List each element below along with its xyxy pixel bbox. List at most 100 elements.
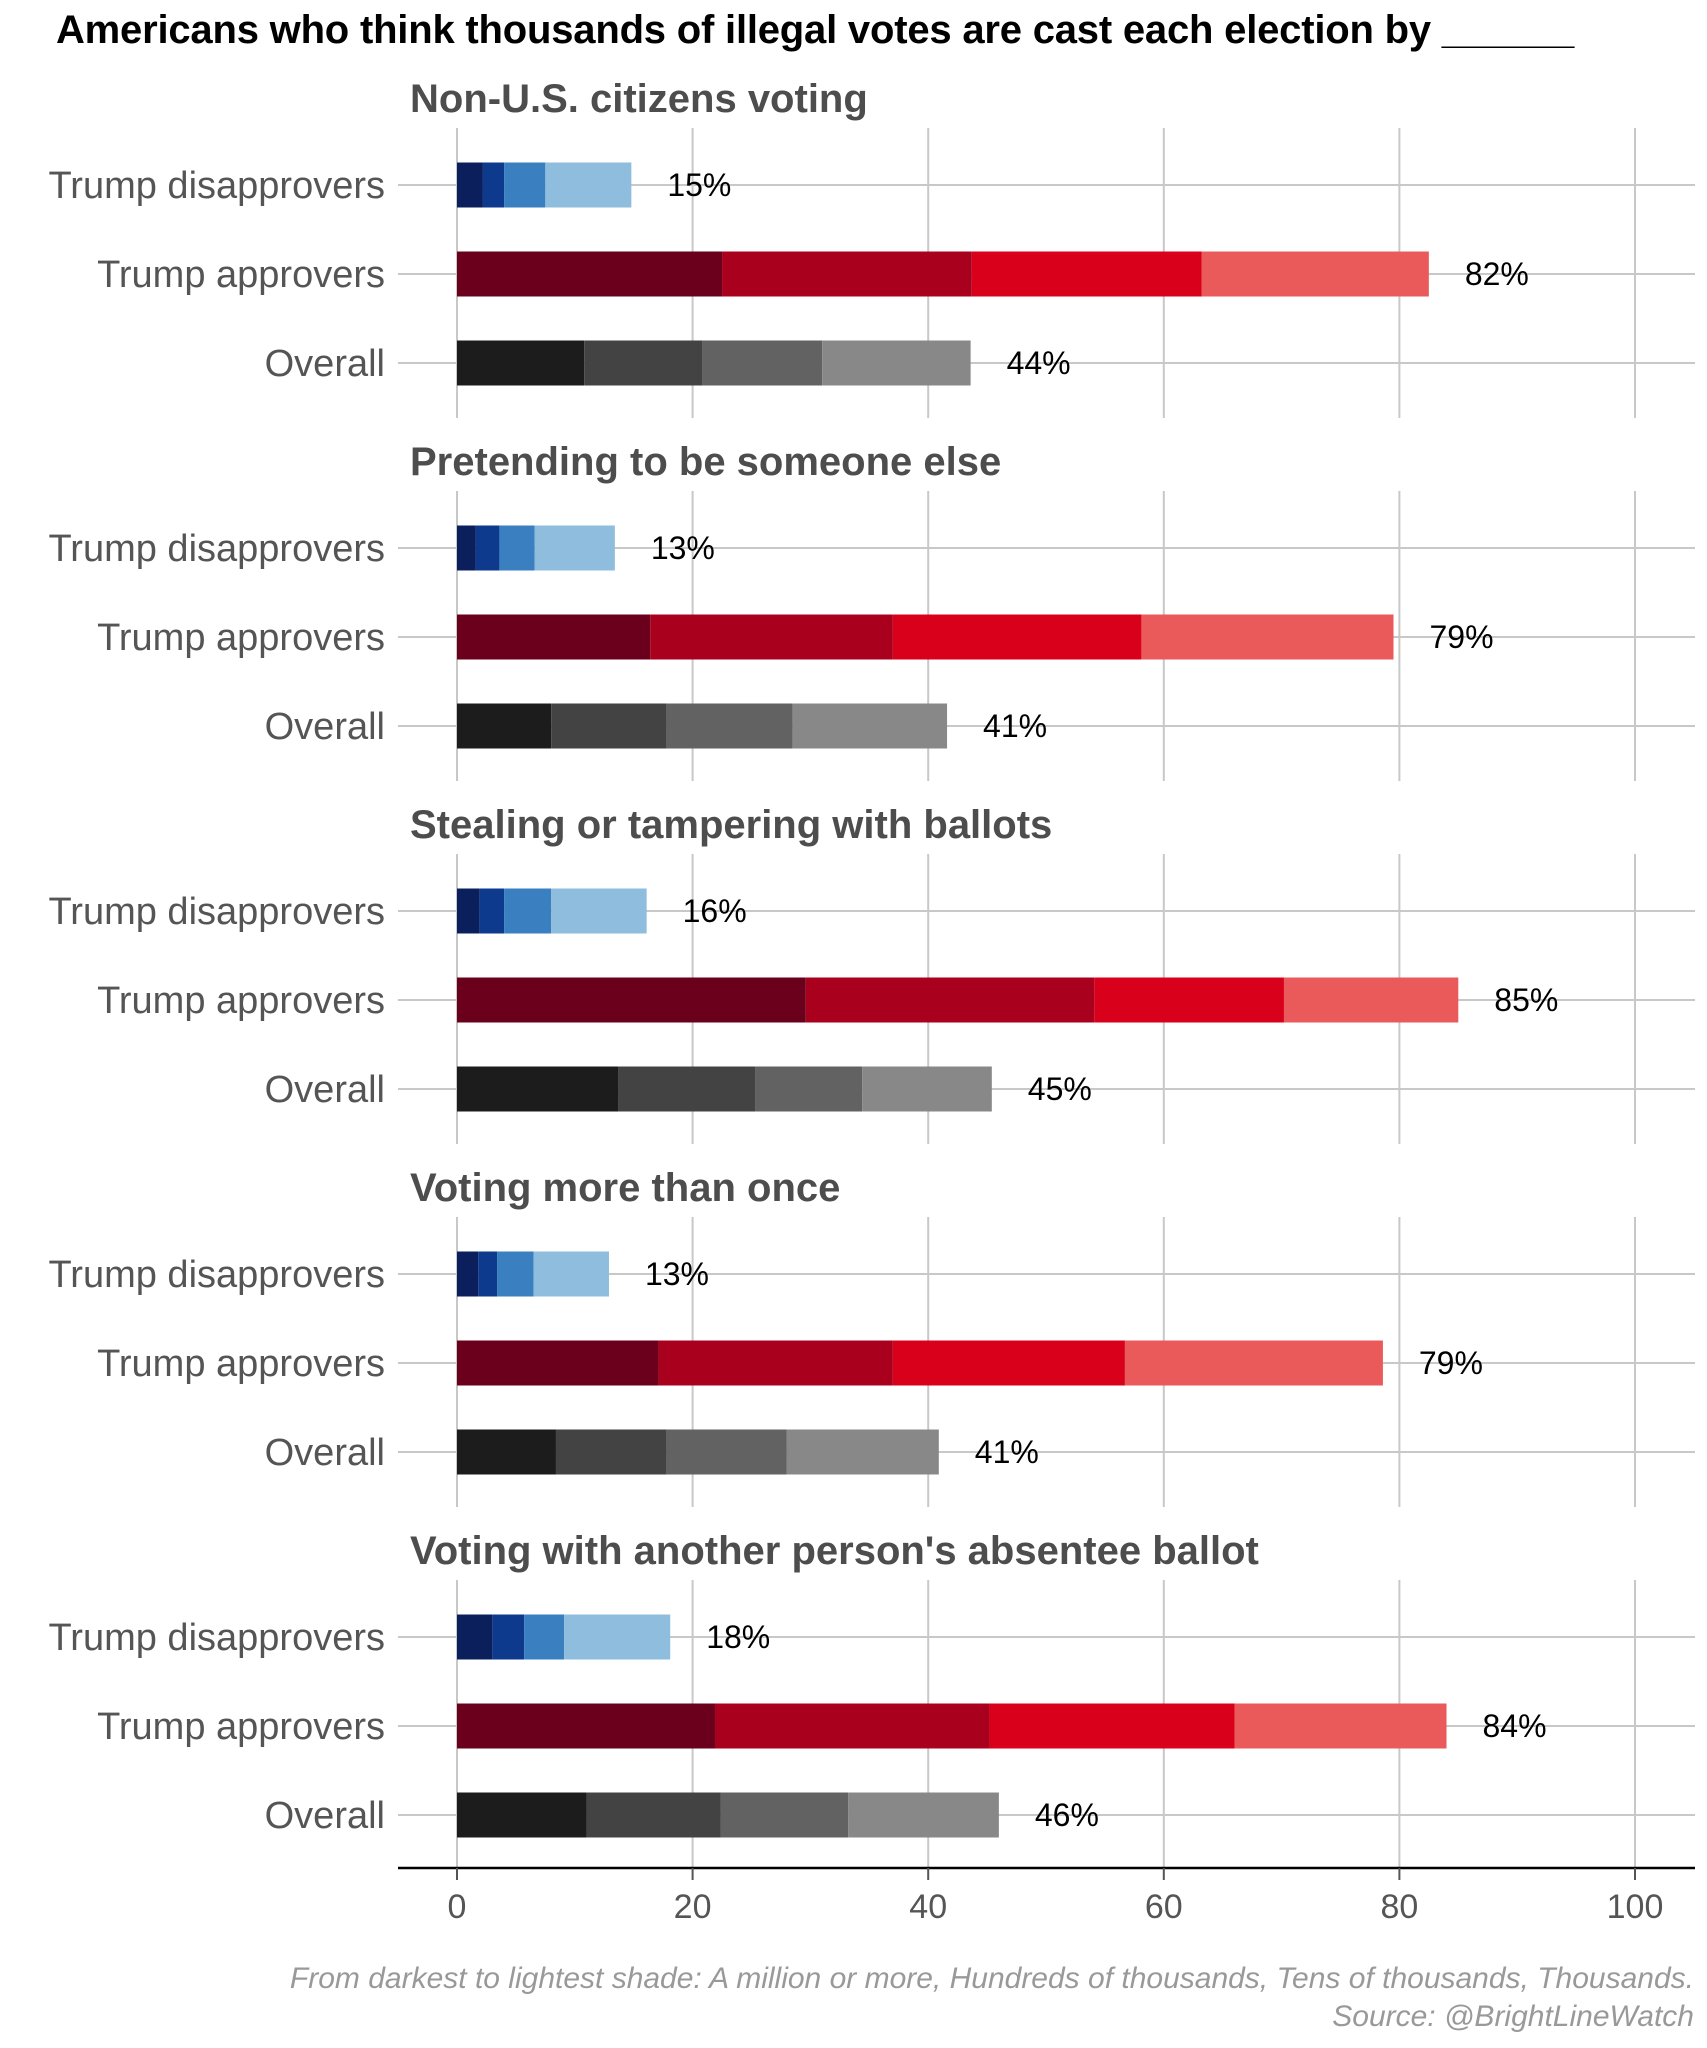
row-label: Trump approvers (97, 1343, 385, 1385)
row-label: Trump disapprovers (49, 165, 386, 207)
row-label: Overall (265, 1069, 385, 1111)
bar-segment (714, 1703, 990, 1749)
row-label: Overall (265, 1795, 385, 1837)
row-label: Overall (265, 706, 385, 748)
bar-segment (989, 1703, 1235, 1749)
bar-segment (1124, 1340, 1383, 1386)
bar-segment (584, 340, 703, 386)
bar-segment (457, 1614, 493, 1660)
bar-segment (666, 703, 793, 749)
bar-segment (475, 525, 500, 571)
bar-total-label: 18% (706, 1619, 770, 1655)
bar-segment (457, 1251, 479, 1297)
bar-segment (479, 888, 505, 934)
bar-segment (971, 251, 1202, 297)
bar-segment (586, 1792, 721, 1838)
x-tick-label: 100 (1607, 1888, 1664, 1926)
bar-segment (457, 1703, 715, 1749)
panel-title: Pretending to be someone else (410, 440, 1001, 484)
caption-shade-legend: From darkest to lightest shade: A millio… (289, 1962, 1694, 1995)
bar-segment (805, 977, 1095, 1023)
bar-segment (666, 1429, 787, 1475)
bar-segment (786, 1429, 939, 1475)
panel-title: Stealing or tampering with ballots (410, 803, 1052, 847)
bar-segment (618, 1066, 756, 1112)
bar-segment (524, 1614, 565, 1660)
row-label: Trump disapprovers (49, 1254, 386, 1296)
bar-total-label: 85% (1494, 982, 1558, 1018)
bar-segment (1201, 251, 1429, 297)
bar-segment (702, 340, 823, 386)
bar-segment (658, 1340, 893, 1386)
bar-segment (534, 525, 615, 571)
bar-segment (457, 888, 480, 934)
bar-segment (533, 1251, 609, 1297)
bar-segment (457, 703, 552, 749)
bar-total-label: 16% (683, 893, 747, 929)
bar-segment (755, 1066, 863, 1112)
x-tick-label: 80 (1380, 1888, 1418, 1926)
caption: From darkest to lightest shade: A millio… (290, 1960, 1694, 2036)
bar-segment (457, 1340, 659, 1386)
bar-segment (1141, 614, 1394, 660)
bar-segment (650, 614, 893, 660)
panel-title: Non-U.S. citizens voting (410, 77, 868, 121)
bar-segment (457, 614, 651, 660)
bar-segment (482, 162, 505, 208)
chart-title: Americans who think thousands of illegal… (56, 8, 1575, 52)
bar-segment (457, 1066, 619, 1112)
row-label: Trump disapprovers (49, 528, 386, 570)
bar-segment (1234, 1703, 1447, 1749)
x-tick-label: 40 (909, 1888, 947, 1926)
bar-segment (478, 1251, 498, 1297)
panel-title: Voting more than once (410, 1166, 840, 1210)
bar-total-label: 41% (975, 1434, 1039, 1470)
bar-segment (862, 1066, 992, 1112)
bar-segment (564, 1614, 671, 1660)
bar-segment (457, 1429, 556, 1475)
row-label: Overall (265, 1432, 385, 1474)
row-label: Trump disapprovers (49, 1617, 386, 1659)
labels-layer: Non-U.S. citizens voting Trump disapprove… (49, 77, 1559, 1837)
bar-segment (892, 614, 1142, 660)
bar-segment (555, 1429, 667, 1475)
bar-total-label: 79% (1429, 619, 1493, 655)
bar-segment (848, 1792, 999, 1838)
bar-segment (457, 162, 483, 208)
row-label: Overall (265, 343, 385, 385)
bar-segment (822, 340, 971, 386)
bar-segment (457, 340, 585, 386)
bar-segment (720, 1792, 849, 1838)
bar-segment (551, 703, 667, 749)
bar-segment (545, 162, 632, 208)
x-tick-label: 20 (674, 1888, 712, 1926)
bar-segment (504, 162, 546, 208)
bar-segment (497, 1251, 534, 1297)
bar-segment (457, 1792, 587, 1838)
bar-segment (792, 703, 948, 749)
row-label: Trump approvers (97, 617, 385, 659)
bar-segment (1283, 977, 1459, 1023)
caption-source: Source: @BrightLineWatch (1332, 2000, 1694, 2033)
bar-segment (499, 525, 535, 571)
x-tick-label: 0 (448, 1888, 467, 1926)
row-label: Trump approvers (97, 1706, 385, 1748)
bar-segment (1094, 977, 1284, 1023)
bar-total-label: 46% (1035, 1797, 1099, 1833)
x-axis: 0 20 40 60 80 100 (398, 1866, 1695, 1926)
bar-total-label: 45% (1028, 1071, 1092, 1107)
row-label: Trump disapprovers (49, 891, 386, 933)
bar-segment (492, 1614, 525, 1660)
bar-segment (551, 888, 647, 934)
bar-segment (722, 251, 972, 297)
bar-total-label: 15% (667, 167, 731, 203)
bars-layer (457, 162, 1459, 1838)
row-label: Trump approvers (97, 254, 385, 296)
bar-total-label: 82% (1465, 256, 1529, 292)
bar-total-label: 13% (651, 530, 715, 566)
x-tick-label: 60 (1145, 1888, 1183, 1926)
bar-segment (504, 888, 552, 934)
bar-total-label: 13% (645, 1256, 709, 1292)
bar-segment (457, 525, 476, 571)
